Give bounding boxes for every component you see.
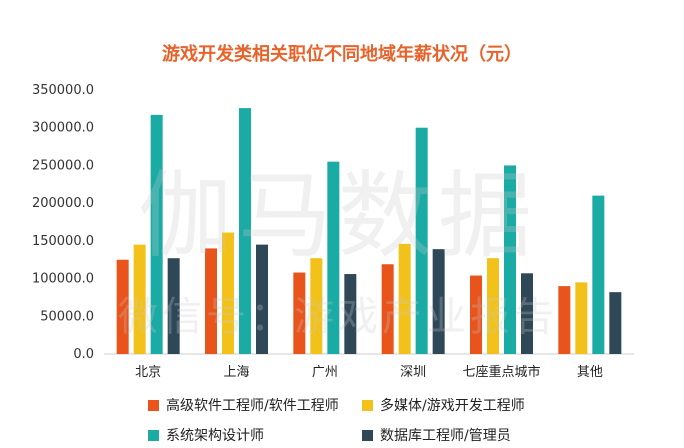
bar [150, 114, 163, 355]
bar [344, 274, 357, 354]
bar [222, 232, 234, 354]
legend-item: 多媒体/游戏开发工程师 [362, 395, 576, 415]
bar [310, 258, 323, 354]
chart-title: 游戏开发类相关职位不同地域年薪状况（元） [162, 44, 522, 65]
bar [504, 165, 516, 354]
bar [327, 161, 340, 354]
x-tick-label: 广州 [312, 365, 338, 380]
y-tick-label: 150000.0 [32, 234, 94, 249]
legend-item: 系统架构设计师 [148, 425, 362, 445]
bar [592, 195, 605, 354]
bar [381, 264, 394, 354]
bar [239, 108, 251, 354]
legend-label: 多媒体/游戏开发工程师 [380, 398, 525, 414]
legend-swatch [362, 399, 373, 411]
bar [575, 282, 588, 354]
y-tick-label: 100000.0 [32, 272, 94, 287]
bar [415, 127, 428, 354]
bar [558, 286, 571, 354]
legend-item: 高级软件工程师/软件工程师 [148, 395, 362, 415]
legend-label: 系统架构设计师 [166, 428, 264, 444]
bar [167, 258, 180, 354]
legend-swatch [362, 429, 373, 441]
bar [470, 275, 482, 354]
bar [205, 248, 217, 354]
legend-swatch [148, 429, 159, 441]
x-tick-label: 其他 [577, 365, 603, 380]
bar [398, 243, 411, 354]
y-tick-label: 350000.0 [32, 83, 94, 98]
y-tick-label: 250000.0 [32, 158, 94, 173]
x-tick-label: 七座重点城市 [462, 364, 540, 380]
legend-swatch [148, 399, 159, 411]
legend-label: 数据库工程师/管理员 [380, 428, 511, 444]
legend-item: 数据库工程师/管理员 [362, 425, 576, 445]
bar [256, 244, 268, 354]
x-tick-label: 上海 [223, 365, 249, 380]
x-tick-label: 深圳 [400, 365, 426, 380]
bar [521, 273, 533, 354]
bar [133, 244, 146, 354]
bar [432, 249, 445, 354]
bar [293, 272, 306, 354]
x-tick-label: 北京 [135, 365, 161, 380]
y-tick-label: 300000.0 [32, 121, 94, 136]
y-tick-label: 50000.0 [40, 309, 94, 324]
legend-label: 高级软件工程师/软件工程师 [166, 398, 339, 414]
y-tick-label: 200000.0 [32, 196, 94, 211]
bar [116, 259, 129, 354]
legend: 高级软件工程师/软件工程师 多媒体/游戏开发工程师 系统架构设计师 数据库工程师… [148, 395, 588, 445]
bar [487, 258, 499, 354]
y-tick-label: 0.0 [73, 347, 94, 362]
bar [609, 292, 622, 354]
